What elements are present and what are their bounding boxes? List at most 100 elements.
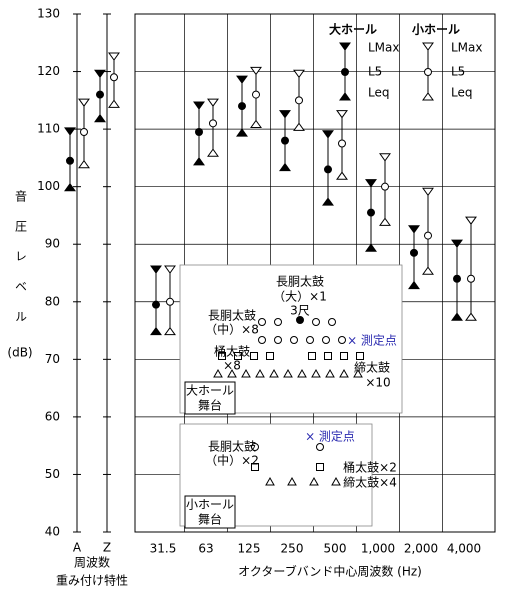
drum-square [340, 352, 348, 360]
x-axis-label: オクターブバンド中心周波数 (Hz) [238, 564, 422, 579]
legend-marker [341, 68, 349, 76]
x-tick-label: 4,000 [447, 542, 481, 556]
x-tick-label: 250 [281, 542, 304, 556]
drum-circle [258, 318, 266, 326]
annotation: 長胴太鼓 [208, 439, 256, 454]
annotation: 長胴太鼓 [276, 274, 324, 289]
annotation: 舞台 [198, 512, 222, 527]
legend-marker [339, 42, 351, 51]
l5-marker [252, 90, 260, 99]
annotation: × 測定点 [305, 429, 355, 444]
l5-marker [295, 96, 303, 105]
leq-marker [78, 159, 90, 169]
l5-marker [110, 73, 118, 82]
legend-label: L5 [368, 65, 382, 79]
legend-marker [422, 92, 434, 101]
legend-label: L5 [451, 65, 465, 79]
l5-marker [152, 300, 160, 309]
drum-square [324, 352, 332, 360]
drum-triangle [213, 368, 223, 378]
legend-title: 小ホール [412, 22, 460, 37]
drum-circle [296, 316, 304, 324]
drum-circle [322, 336, 330, 344]
y-axis-label: 音圧レベル [14, 189, 28, 340]
l5-marker [209, 119, 217, 128]
y-tick-label: 90 [45, 237, 60, 251]
leq-marker [236, 128, 248, 137]
lmax-marker [94, 69, 106, 79]
x-tick-label: 500 [324, 542, 347, 556]
lmax-marker [293, 69, 305, 79]
lmax-marker [465, 216, 477, 225]
drum-triangle [339, 368, 349, 378]
annotation: （大）×1 [273, 290, 327, 304]
leq-marker [279, 162, 291, 172]
lmax-marker [451, 239, 463, 248]
legend-label: LMax [451, 41, 483, 55]
annotation: 3尺 [290, 304, 310, 318]
legend-marker [424, 68, 432, 76]
drum-triangle [255, 368, 265, 378]
y-tick-label: 80 [45, 294, 60, 308]
drum-circle [316, 443, 324, 451]
weighting-label: 周波数 [74, 555, 110, 570]
drum-circle [274, 318, 282, 326]
annotation: （中）×8 [205, 322, 259, 337]
drum-triangle [283, 368, 293, 378]
x-tick-label: 2,000 [404, 542, 438, 556]
leq-marker [379, 217, 391, 226]
lmax-marker [379, 153, 391, 162]
leq-marker [408, 280, 420, 290]
annotation: 長胴太鼓 [208, 308, 256, 323]
lmax-marker [408, 225, 420, 234]
drum-triangle [331, 476, 341, 486]
x-tick-label: A [73, 541, 82, 555]
drum-circle [312, 318, 320, 326]
drum-circle [306, 336, 314, 344]
lmax-marker [365, 179, 377, 188]
l5-marker [381, 182, 389, 191]
leq-marker [207, 148, 219, 157]
drum-triangle [325, 368, 335, 378]
annotation: 桶太鼓 [214, 344, 250, 359]
annotation: 大ホール [186, 384, 234, 398]
y-tick-label: 100 [37, 179, 60, 193]
legend-label: LMax [368, 41, 400, 55]
l5-marker [238, 102, 246, 111]
leq-marker [322, 197, 334, 206]
annotation: 締太鼓 [354, 360, 390, 375]
legend-title: 大ホール [329, 22, 377, 37]
lmax-marker [108, 52, 120, 61]
y-tick-label: 40 [45, 525, 60, 539]
l5-marker [66, 156, 74, 165]
y-tick-label: 110 [37, 122, 60, 136]
lmax-marker [164, 265, 176, 274]
l5-marker [467, 274, 475, 283]
lmax-marker [422, 187, 434, 197]
x-tick-label: 1,000 [361, 542, 395, 556]
x-tick-label: 63 [198, 542, 213, 556]
annotation: ×10 [365, 376, 390, 390]
lmax-marker [150, 265, 162, 274]
drum-square [234, 352, 242, 360]
lmax-marker [236, 75, 248, 84]
leq-marker [422, 266, 434, 275]
l5-marker [195, 127, 203, 136]
drum-square [356, 352, 364, 360]
legend-marker [422, 42, 434, 51]
l5-marker [166, 297, 174, 306]
leq-marker [293, 122, 305, 131]
drum-triangle [241, 368, 251, 378]
l5-marker [80, 127, 88, 136]
leq-marker [64, 182, 76, 192]
l5-marker [424, 231, 432, 240]
y-tick-label: 60 [45, 409, 60, 423]
drum-circle [328, 318, 336, 326]
x-tick-label: Z [103, 541, 111, 555]
lmax-marker [78, 98, 90, 107]
legend-label: Leq [451, 86, 472, 100]
annotation: 舞台 [198, 398, 222, 413]
annotation: 締太鼓×4 [343, 475, 397, 490]
drum-circle [251, 443, 259, 451]
leq-marker [164, 326, 176, 336]
